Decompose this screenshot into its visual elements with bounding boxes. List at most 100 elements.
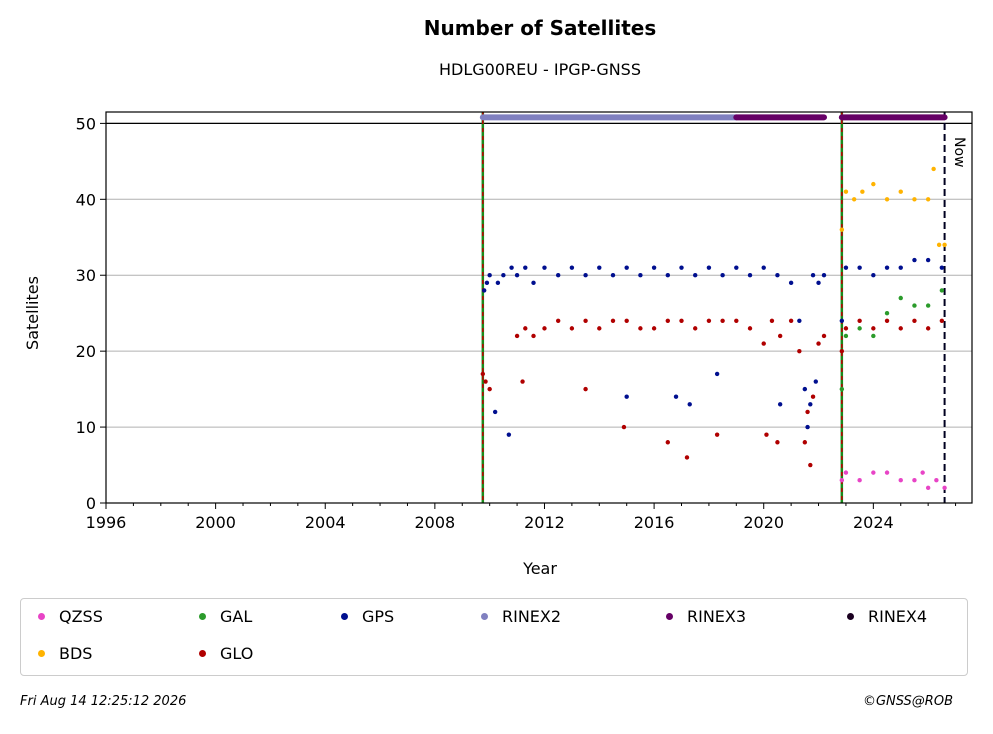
point-glo [843, 326, 849, 331]
point-gps [651, 265, 657, 270]
point-gps [714, 371, 720, 377]
point-gps [495, 280, 501, 286]
point-gal [939, 288, 945, 293]
point-glo [706, 318, 712, 323]
x-tick-label: 2008 [415, 513, 456, 532]
point-gps [509, 265, 514, 270]
point-gps [610, 273, 616, 278]
point-gps [761, 265, 766, 270]
data-points [480, 166, 947, 491]
point-glo [821, 333, 827, 339]
legend-item-rinex2: RINEX2 [481, 607, 561, 626]
footer-credit: ©GNSS@ROB [862, 694, 953, 709]
point-glo [638, 326, 643, 331]
point-bds [925, 197, 931, 202]
point-gps [583, 273, 588, 278]
x-tick-label: 2020 [743, 513, 784, 532]
point-glo [693, 326, 698, 331]
point-qzss [912, 478, 917, 483]
point-bds [843, 189, 849, 194]
legend-item-rinex4: RINEX4 [847, 607, 927, 626]
point-glo [839, 348, 845, 354]
point-gps [523, 265, 528, 270]
point-qzss [843, 470, 849, 475]
grid-lines [106, 122, 972, 428]
point-gps [777, 402, 783, 407]
point-gps [501, 273, 506, 278]
x-tick-label: 2000 [195, 513, 236, 532]
point-glo [805, 409, 810, 415]
legend-item-bds: BDS [38, 644, 92, 663]
footer-timestamp: Fri Aug 14 12:25:12 2026 [20, 694, 187, 709]
point-gps [542, 265, 547, 270]
point-glo [487, 386, 492, 392]
point-gal [912, 303, 917, 308]
point-bds [898, 189, 903, 194]
point-glo [884, 318, 890, 323]
legend-marker [341, 613, 348, 620]
point-gps [693, 273, 698, 278]
point-qzss [920, 470, 925, 475]
point-gps [871, 273, 876, 278]
legend-label: GAL [220, 607, 253, 626]
point-gps [624, 265, 629, 270]
point-glo [679, 318, 684, 323]
point-gps [665, 273, 671, 278]
point-gps [808, 402, 813, 407]
point-gps [925, 257, 931, 263]
point-gps [788, 280, 794, 286]
point-gps [531, 280, 536, 286]
point-glo [483, 379, 488, 384]
point-bds [884, 197, 890, 202]
point-glo [797, 348, 802, 354]
x-tick-label: 2004 [305, 513, 346, 532]
point-bds [936, 242, 942, 248]
point-gps [912, 257, 917, 263]
point-gps [673, 394, 679, 399]
point-glo [542, 326, 547, 331]
point-glo [808, 462, 813, 468]
point-bds [871, 181, 876, 187]
y-tick-label: 20 [76, 342, 96, 361]
y-tick-label: 50 [76, 114, 96, 133]
point-gps [939, 265, 945, 270]
point-gps [797, 318, 802, 323]
legend-marker [199, 650, 206, 657]
point-glo [764, 432, 769, 437]
point-glo [520, 379, 525, 384]
point-glo [531, 333, 536, 339]
point-glo [665, 318, 671, 323]
y-tick-label: 10 [76, 418, 96, 437]
point-glo [761, 341, 766, 346]
point-qzss [857, 478, 862, 483]
point-gal [884, 310, 890, 316]
point-glo [569, 326, 575, 331]
point-gps [624, 394, 629, 399]
x-axis: 1996 2000 2004 2008 2012 2016 2020 2024 [86, 503, 957, 532]
y-tick-label: 0 [86, 494, 96, 513]
plot-frame [105, 111, 973, 504]
point-gps [747, 273, 753, 278]
point-bds [931, 166, 936, 172]
point-gps [816, 280, 821, 286]
legend-marker [38, 650, 45, 657]
point-bds [860, 189, 865, 194]
point-gps [481, 288, 487, 293]
point-gal [925, 303, 931, 308]
point-glo [555, 318, 561, 323]
chart-title: Number of Satellites [423, 16, 657, 40]
point-glo [769, 318, 775, 323]
point-gps [839, 318, 845, 323]
legend-label: GPS [362, 607, 395, 626]
point-glo [857, 318, 862, 323]
point-gps [679, 265, 684, 270]
point-gps [687, 402, 692, 407]
point-qzss [884, 470, 890, 475]
y-tick-label: 30 [76, 266, 96, 285]
vertical-markers [481, 112, 946, 503]
x-tick-label: 1996 [86, 513, 127, 532]
point-glo [898, 326, 903, 331]
point-qzss [942, 485, 947, 491]
legend-item-glo: GLO [199, 644, 253, 663]
